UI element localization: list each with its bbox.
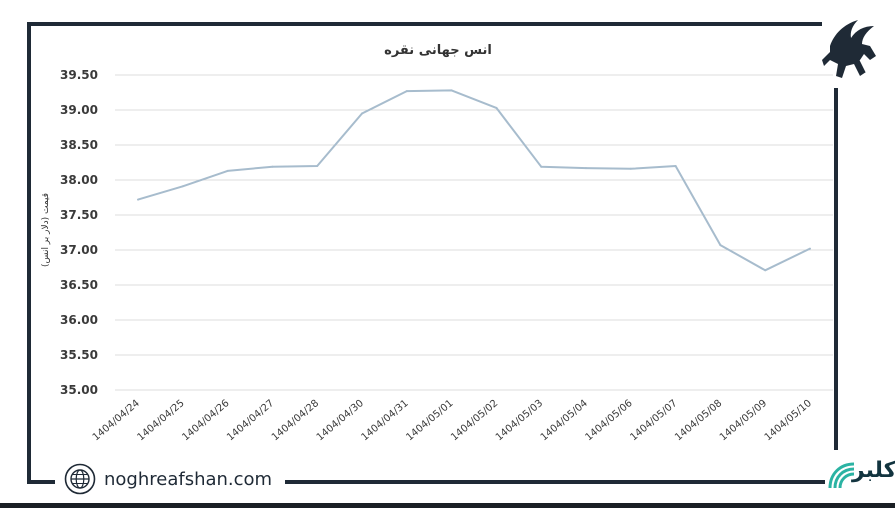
x-tick-label: 1404/04/25 [136, 398, 187, 443]
x-tick-label: 1404/05/10 [763, 398, 814, 443]
series-silver-price [137, 89, 811, 272]
y-tick-label: 39.00 [60, 103, 98, 117]
frame-top-border [27, 22, 822, 26]
data-point [809, 247, 811, 250]
data-point [361, 112, 363, 115]
corner-logo-text: کلبر [852, 458, 895, 483]
frame-bottom-border-right [285, 480, 825, 484]
signal-logo [828, 462, 855, 489]
data-point [674, 165, 677, 167]
data-point [540, 165, 543, 168]
data-point [181, 185, 184, 188]
frame-bottom-border-left [27, 480, 55, 484]
x-tick-label: 1404/05/02 [449, 398, 500, 443]
x-tick-label: 1404/05/08 [673, 398, 724, 443]
data-point [450, 89, 453, 92]
y-tick-label: 36.50 [60, 278, 98, 292]
globe-icon [64, 463, 96, 495]
x-tick-label: 1404/04/30 [315, 398, 366, 443]
x-tick-label: 1404/05/04 [539, 398, 590, 443]
x-tick-label: 1404/05/07 [628, 398, 679, 443]
data-point [405, 90, 408, 93]
data-point [764, 269, 767, 272]
x-tick-label: 1404/04/28 [270, 398, 321, 443]
data-point [495, 106, 498, 109]
x-tick-label: 1404/05/03 [494, 398, 545, 443]
y-tick-label: 35.50 [60, 348, 98, 362]
winged-horse-logo [822, 20, 876, 78]
x-tick-label: 1404/04/27 [225, 398, 276, 443]
x-tick-label: 1404/05/09 [718, 398, 769, 443]
y-tick-label: 35.00 [60, 383, 98, 397]
data-point [629, 167, 632, 170]
data-point [585, 167, 587, 170]
y-tick-label: 39.50 [60, 68, 98, 82]
website-url[interactable]: noghreafshan.com [104, 468, 273, 490]
series-line [137, 89, 811, 272]
grid-lines [115, 74, 833, 391]
chart-title: انس جهانی نقره [384, 43, 492, 58]
x-tick-label: 1404/04/26 [180, 398, 231, 443]
x-tick-labels: 1404/04/241404/04/251404/04/261404/04/27… [91, 398, 814, 443]
y-tick-label: 37.50 [60, 208, 98, 222]
data-point [226, 169, 229, 172]
data-point [271, 165, 274, 168]
data-point [316, 165, 319, 167]
y-tick-label: 36.00 [60, 313, 98, 327]
website-footer[interactable]: noghreafshan.com [64, 462, 272, 496]
x-tick-label: 1404/05/01 [404, 398, 455, 443]
x-tick-label: 1404/05/06 [584, 398, 635, 443]
x-tick-label: 1404/04/31 [360, 398, 411, 443]
x-tick-label: 1404/04/24 [91, 398, 142, 443]
y-tick-label: 38.50 [60, 138, 98, 152]
data-point [719, 244, 722, 247]
frame-left-border [27, 22, 31, 484]
page-bottom-bar [0, 503, 895, 508]
y-axis-label: قیمت (دلار بر انس) [41, 193, 51, 267]
frame-right-border [834, 88, 838, 450]
y-tick-labels: 35.00 35.50 36.00 36.50 37.00 37.50 38.00 38.50… [60, 68, 98, 397]
y-tick-label: 37.00 [60, 243, 98, 257]
y-tick-label: 38.00 [60, 173, 98, 187]
data-point [137, 198, 139, 201]
